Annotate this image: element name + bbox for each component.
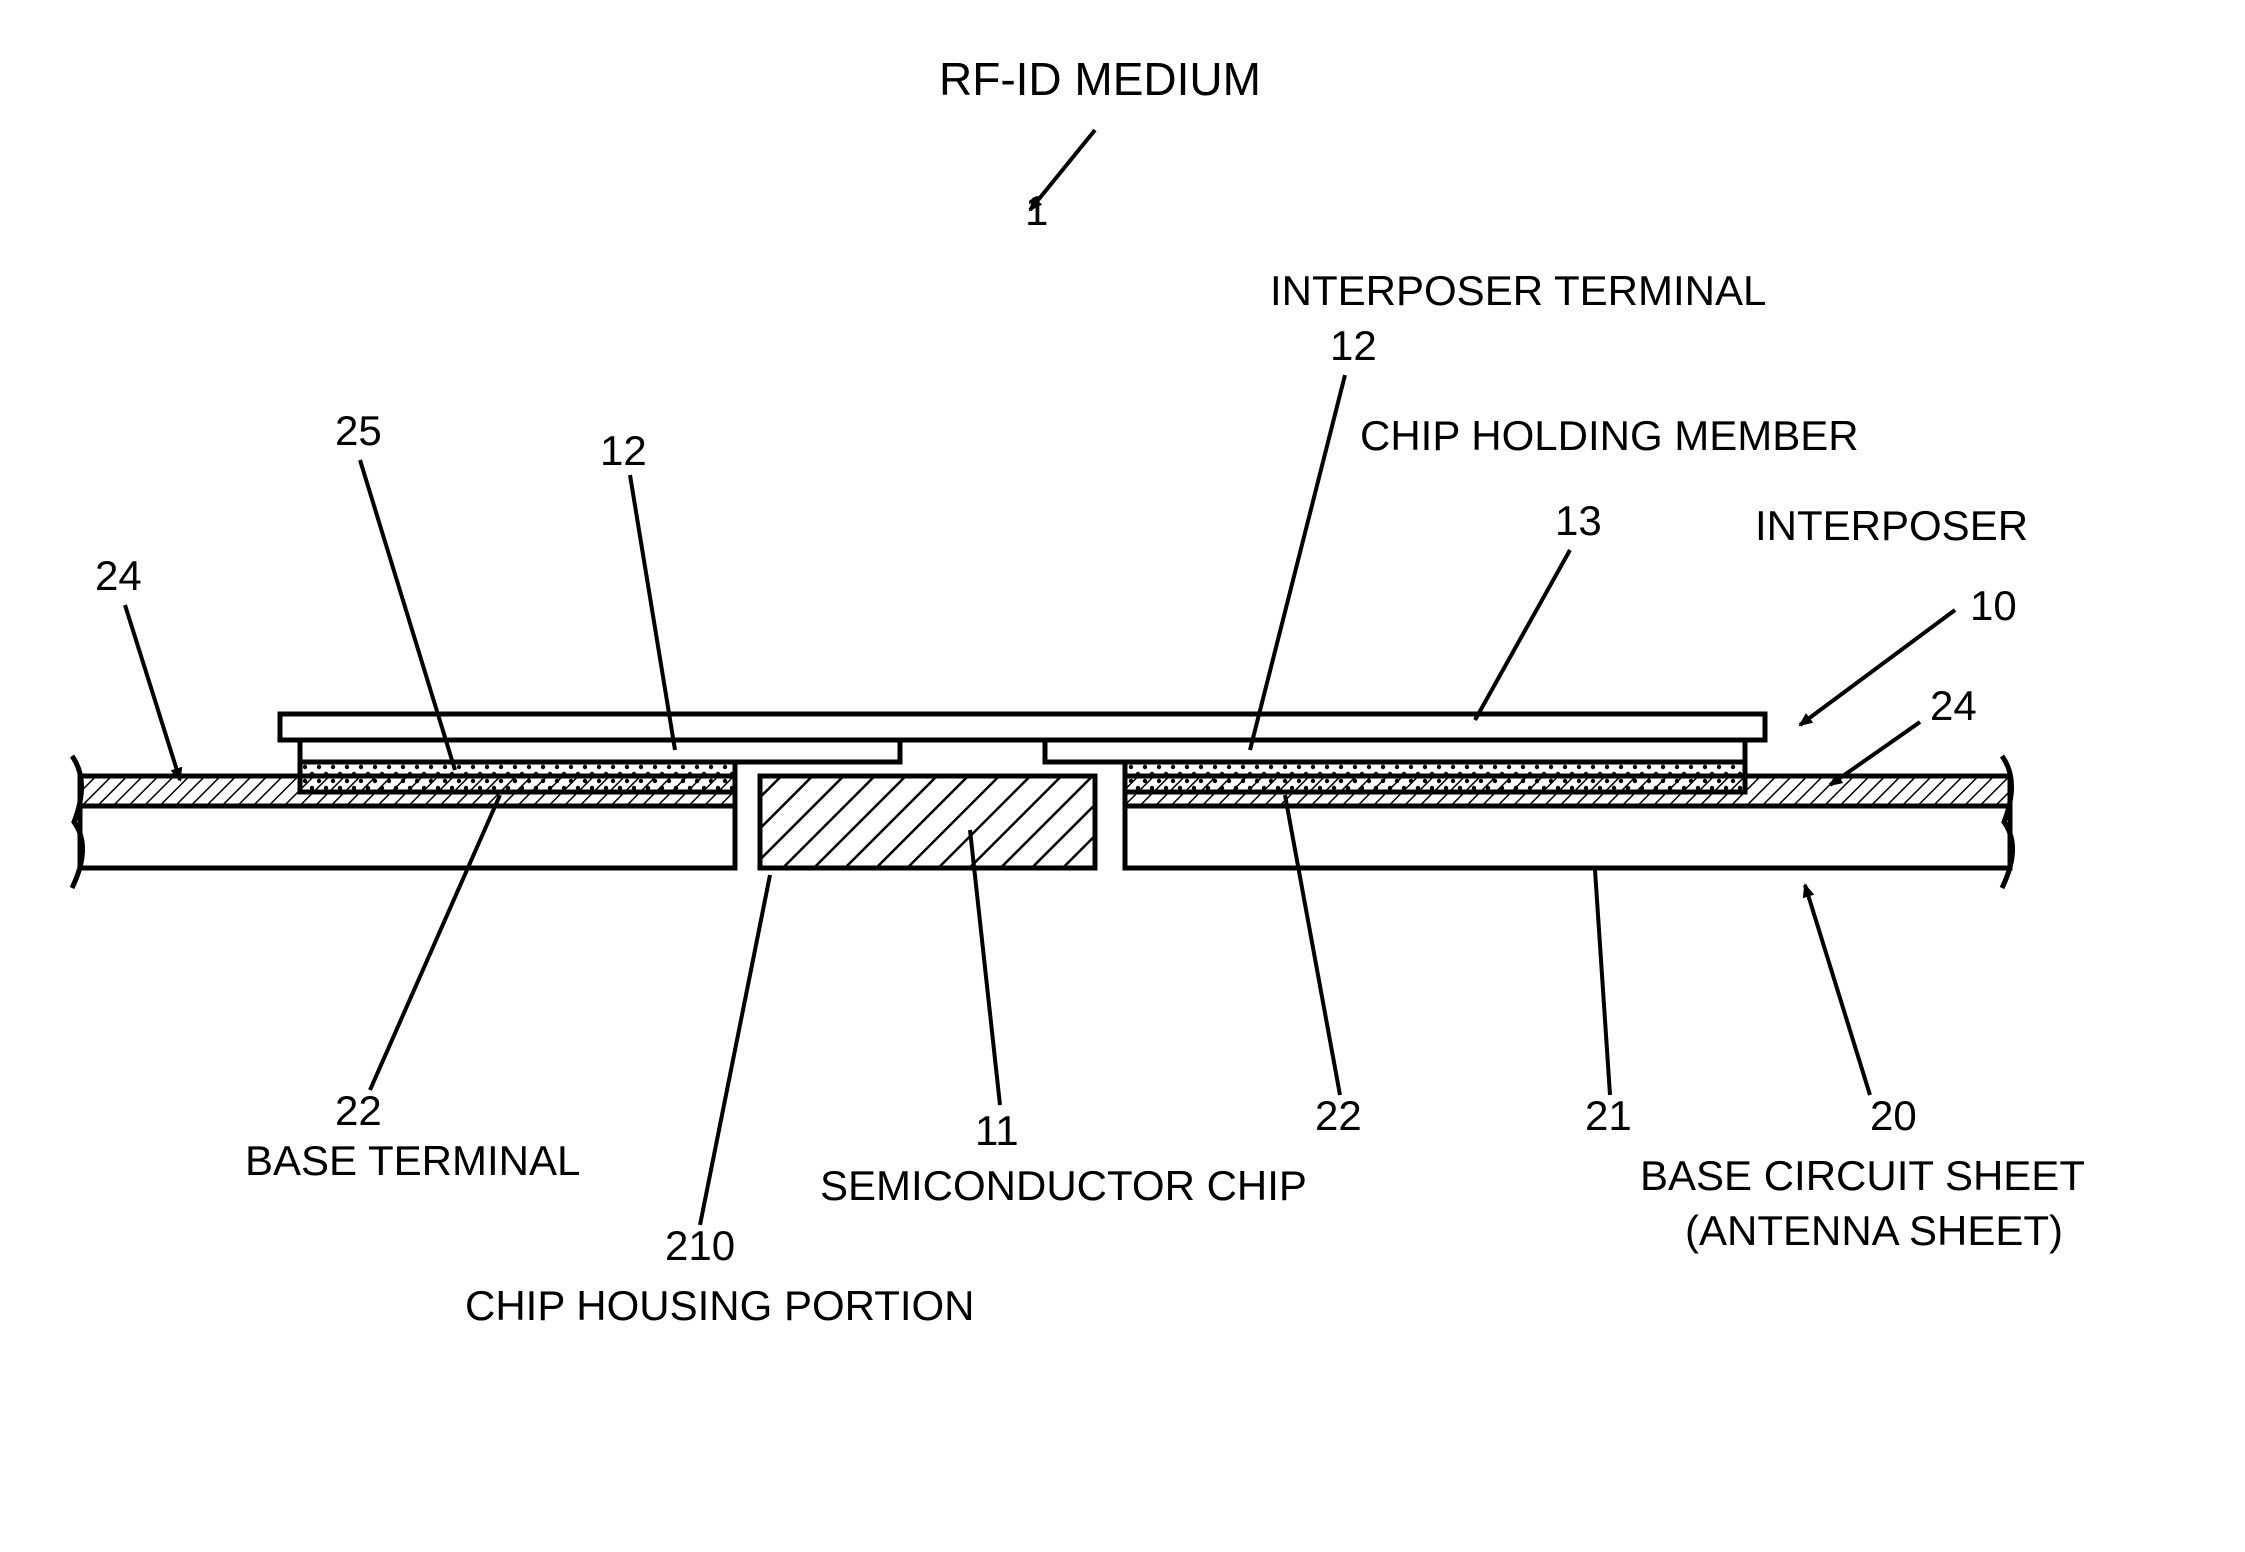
ref-21: 21 (1585, 1092, 1632, 1139)
ref-22: 22 (1315, 1092, 1362, 1139)
ref-1: 1 (1025, 187, 1048, 234)
diagram-canvas: RF-ID MEDIUM 1 12 INTERPOSER TERMINAL 13 CHIP… (0, 0, 2245, 1552)
title: RF-ID MEDIUM (939, 53, 1261, 105)
ref-25: 25 (335, 407, 382, 454)
ref-210: 210 (665, 1222, 735, 1269)
label-chip_holding: CHIP HOLDING MEMBER (1360, 412, 1859, 459)
label-base_terminal: BASE TERMINAL (245, 1137, 580, 1184)
ref-13: 13 (1555, 497, 1602, 544)
ref-10: 10 (1970, 582, 2017, 629)
ref-12: 12 (1330, 322, 1377, 369)
ref-12: 12 (600, 427, 647, 474)
cross-section (72, 714, 2013, 888)
ref-11: 11 (975, 1107, 1019, 1154)
label-interposer_term: INTERPOSER TERMINAL (1270, 267, 1766, 314)
label-chip_housing: CHIP HOUSING PORTION (465, 1282, 975, 1329)
label-base_circuit: BASE CIRCUIT SHEET (1640, 1152, 2085, 1199)
label-antenna: (ANTENNA SHEET) (1685, 1207, 2063, 1254)
labels: RF-ID MEDIUM 1 12 INTERPOSER TERMINAL 13 CHIP… (95, 53, 2085, 1329)
label-interposer: INTERPOSER (1755, 502, 2028, 549)
ref-24: 24 (1930, 682, 1977, 729)
ref-22: 22 (335, 1087, 382, 1134)
ref-20: 20 (1870, 1092, 1917, 1139)
label-semiconductor: SEMICONDUCTOR CHIP (820, 1162, 1307, 1209)
ref-24: 24 (95, 552, 142, 599)
